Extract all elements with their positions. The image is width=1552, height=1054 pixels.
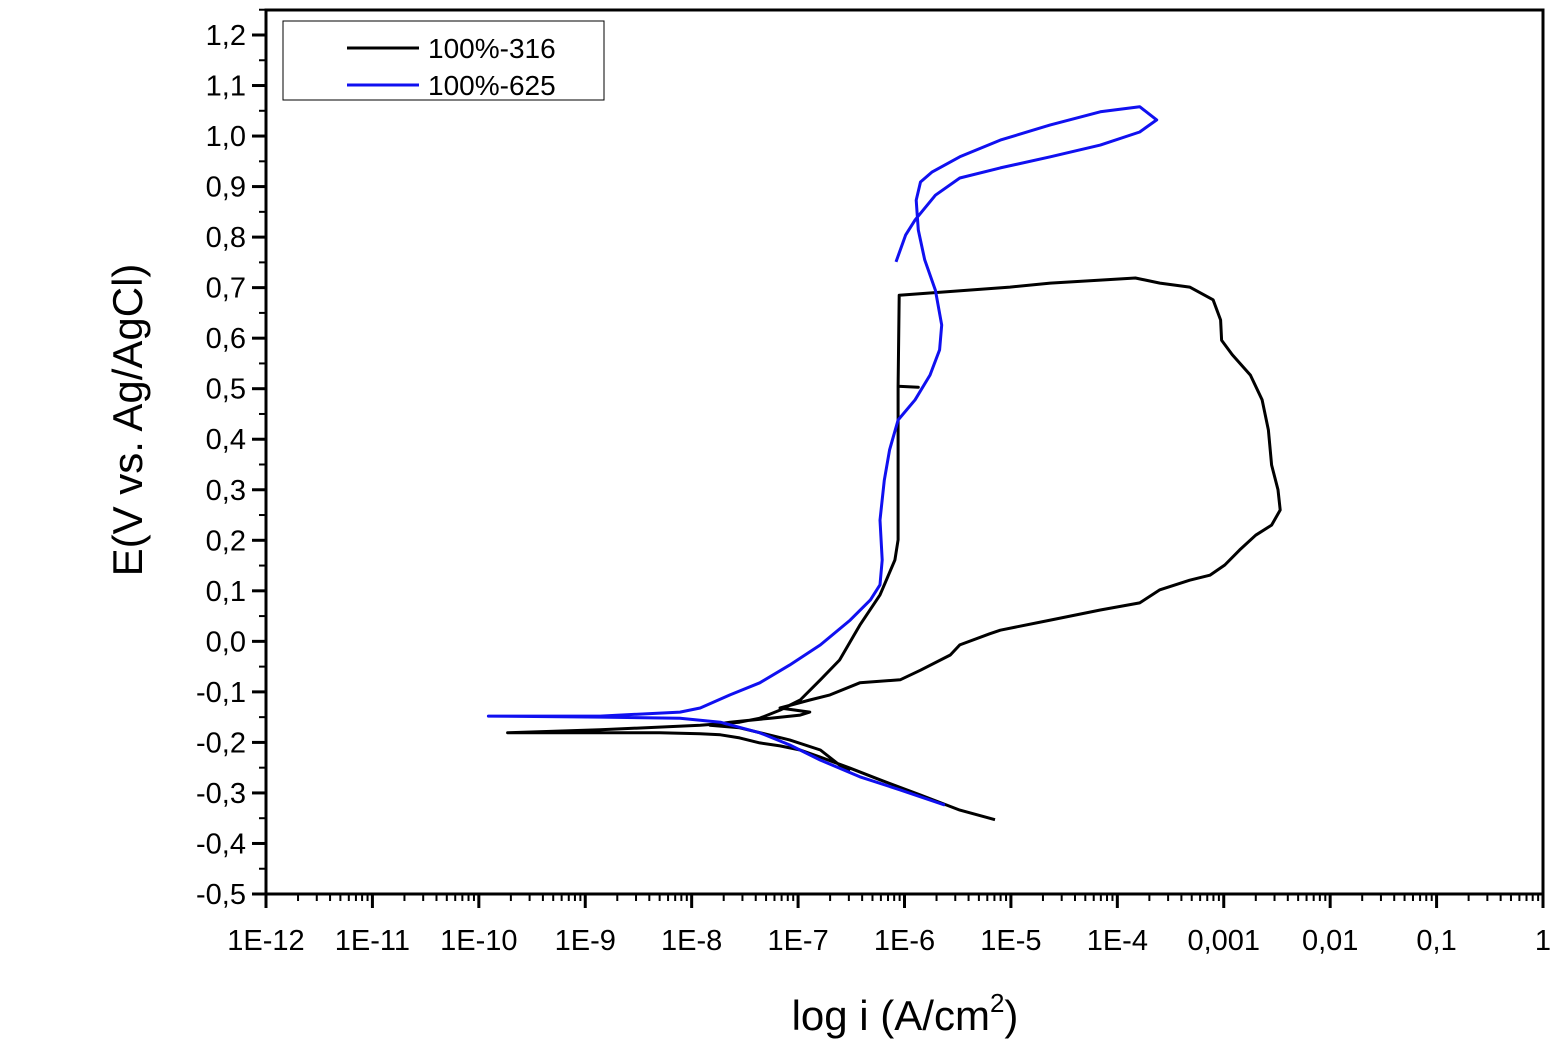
legend-label-316: 100%-316	[428, 33, 556, 64]
x-tick-label: 1E-6	[874, 925, 935, 957]
y-tick-label: 1,1	[206, 71, 246, 103]
legend-label-625: 100%-625	[428, 70, 556, 101]
y-tick-label: 0,1	[206, 576, 246, 608]
x-tick-label: 1E-8	[661, 925, 722, 957]
y-tick-label: 1,0	[206, 121, 246, 153]
y-tick-label: 0,3	[206, 475, 246, 507]
x-tick-label: 1E-5	[980, 925, 1041, 957]
x-axis-title-main: log i (A/cm	[792, 992, 990, 1039]
x-tick-label: 0,001	[1187, 925, 1260, 957]
x-tick-label: 1E-7	[767, 925, 828, 957]
y-tick-label: 0,5	[206, 374, 246, 406]
series-line-100-316	[506, 276, 1282, 822]
x-tick-label: 1E-11	[335, 925, 410, 957]
y-tick-label: 0,0	[206, 626, 246, 658]
x-tick-label: 0,01	[1302, 925, 1358, 957]
legend: 100%-316 100%-625	[282, 20, 605, 101]
legend-box	[282, 20, 605, 101]
y-tick-label: -0,2	[196, 727, 246, 759]
x-axis-title: log i (A/cm2)	[792, 988, 1019, 1039]
y-tick-label: 0,7	[206, 273, 246, 305]
y-tick-label: -0,1	[196, 677, 246, 709]
y-tick-label: -0,4	[196, 828, 246, 860]
x-tick-label: 0,1	[1416, 925, 1456, 957]
y-tick-label: 1,2	[206, 20, 246, 52]
y-tick-label: 0,6	[206, 323, 246, 355]
y-tick-label: -0,5	[196, 879, 246, 911]
series-layer	[486, 105, 1282, 822]
x-tick-label: 1E-12	[227, 925, 304, 957]
y-tick-label: 0,8	[206, 222, 246, 254]
series-line-100-625	[486, 105, 1159, 807]
x-tick-label: 1E-9	[555, 925, 616, 957]
x-tick-label: 1	[1535, 925, 1551, 957]
y-axis-title: E(V vs. Ag/AgCl)	[104, 264, 151, 577]
x-tick-label: 1E-4	[1087, 925, 1148, 957]
y-tick-label: -0,3	[196, 778, 246, 810]
y-tick-label: 0,2	[206, 525, 246, 557]
x-axis-title-sup: 2	[990, 988, 1004, 1018]
x-tick-label: 1E-10	[440, 925, 517, 957]
y-tick-label: 0,4	[206, 424, 246, 456]
plot-frame	[264, 8, 1545, 896]
axes: 1E-12 1E-11 1E-10 1E-9 1E-8 1E-7 1E-6 1E-5 1E-4 0…	[196, 8, 1551, 957]
x-axis-title-close: )	[1004, 992, 1018, 1039]
y-tick-label: 0,9	[206, 172, 246, 204]
